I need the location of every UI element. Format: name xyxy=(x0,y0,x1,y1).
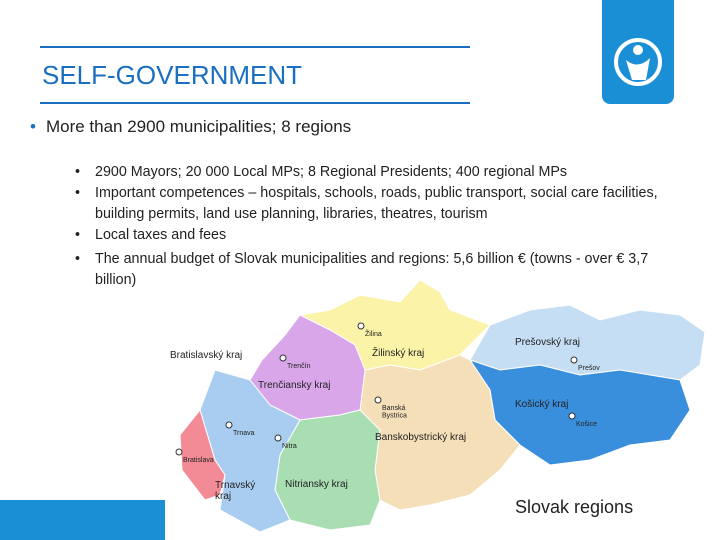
label-line: Bratislava xyxy=(183,457,214,464)
label-line: Nitra xyxy=(282,443,297,450)
label-line: Prešov xyxy=(578,365,600,372)
region-label: Prešovský kraj xyxy=(515,337,580,348)
bullet: • More than 2900 municipalities; 8 region… xyxy=(30,117,352,136)
map-caption: Slovak regions xyxy=(515,497,633,517)
label-line: Bratislavský kraj xyxy=(170,350,242,361)
city-label: Žilina xyxy=(365,329,382,338)
title-rule xyxy=(40,102,470,104)
label-line: Nitriansky kraj xyxy=(285,479,348,490)
city-dot xyxy=(568,412,576,420)
label-line: Košice xyxy=(576,421,597,428)
label-line: Trnava xyxy=(233,430,255,437)
city-label: Trnava xyxy=(233,430,255,437)
city-label: Bratislava xyxy=(183,457,214,464)
label-line: Prešovský kraj xyxy=(515,337,580,348)
label-line: Banskobystrický kraj xyxy=(375,432,466,443)
label-line: Košický kraj xyxy=(515,399,568,410)
city-dot xyxy=(274,434,282,442)
region-label: Trenčiansky kraj xyxy=(258,380,330,391)
city-label: Nitra xyxy=(282,443,297,450)
logo xyxy=(602,0,674,104)
label-line: Žilina xyxy=(365,329,382,338)
city-dot xyxy=(570,356,578,364)
sub-bullet: • The annual budget of Slovak municipalit… xyxy=(75,249,685,291)
city-dot xyxy=(279,354,287,362)
sub-bullet: • 2900 Mayors; 20 000 Local MPs; 8 Region… xyxy=(75,162,685,183)
label-line: Banská xyxy=(382,405,405,412)
label-line: Bystrica xyxy=(382,413,407,420)
slide-title: SELF-GOVERNMENT xyxy=(42,60,303,90)
city-label: Prešov xyxy=(578,365,600,372)
map: Bratislavský kraj Trenčiansky kraj Žilinsk… xyxy=(170,279,706,533)
city-dot xyxy=(175,448,183,456)
region-label: Trnavský kraj xyxy=(215,480,255,502)
label-line: Trenčiansky kraj xyxy=(258,380,330,391)
label-line: Trenčín xyxy=(287,363,311,370)
logo-icon xyxy=(614,38,662,86)
sub-bullet-text: The annual budget of Slovak municipaliti… xyxy=(95,251,649,288)
region-label: Košický kraj xyxy=(515,399,568,410)
sub-bullet-text: 2900 Mayors; 20 000 Local MPs; 8 Regiona… xyxy=(95,164,568,180)
region-label: Bratislavský kraj xyxy=(170,350,242,361)
sub-bullet: • Important competences – hospitals, scho… xyxy=(75,183,685,225)
bullet-text: More than 2900 municipalities; 8 regions xyxy=(45,117,352,136)
sub-bullet: • Local taxes and fees xyxy=(75,225,685,246)
city-label: Banská Bystrica xyxy=(382,405,407,420)
city-dot xyxy=(374,396,382,404)
city-dot xyxy=(225,421,233,429)
label-line: Žilinský kraj xyxy=(372,346,424,359)
city-label: Košice xyxy=(576,421,597,428)
region-label: Banskobystrický kraj xyxy=(375,432,466,443)
sub-bullet-text: Important competences – hospitals, schoo… xyxy=(95,185,658,222)
city-dot xyxy=(357,322,365,330)
title-rule xyxy=(40,46,470,48)
label-line: kraj xyxy=(215,491,231,502)
city-label: Trenčín xyxy=(287,363,311,370)
region-label: Žilinský kraj xyxy=(372,346,424,359)
region-label: Nitriansky kraj xyxy=(285,479,348,490)
footer-bar xyxy=(0,500,165,540)
sub-bullet-text: Local taxes and fees xyxy=(95,227,227,243)
label-line: Trnavský xyxy=(215,480,255,491)
